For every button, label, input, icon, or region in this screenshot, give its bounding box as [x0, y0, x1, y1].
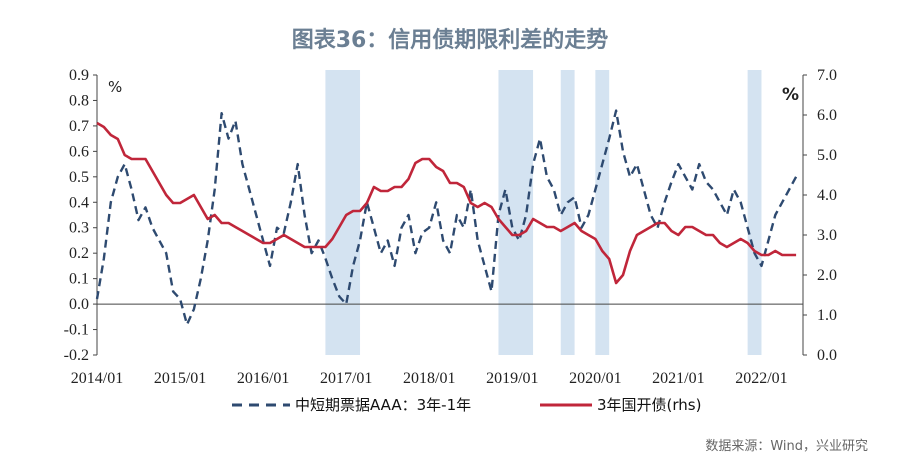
right-tick-label-0: 7.0	[817, 67, 837, 84]
x-tick-label-5: 2019/01	[486, 370, 538, 387]
x-tick-label-8: 2022/01	[735, 370, 787, 387]
left-tick-label-9: 0.0	[69, 296, 89, 313]
right-tick-label-2: 5.0	[817, 147, 837, 164]
left-tick-label-11: -0.2	[64, 347, 89, 364]
left-tick-label-3: 0.6	[69, 143, 89, 160]
left-tick-label-10: -0.1	[64, 322, 89, 339]
x-tick-label-2: 2016/01	[237, 370, 289, 387]
source-note: 数据来源：Wind，兴业研究	[705, 439, 868, 454]
shaded-period-0	[325, 70, 361, 355]
series-line-1	[96, 121, 797, 285]
left-tick-label-1: 0.8	[69, 92, 89, 109]
x-tick-label-0: 2014/01	[71, 370, 123, 387]
right-tick-label-4: 3.0	[817, 227, 837, 244]
legend-label-cdb: 3年国开债(rhs)	[597, 396, 701, 414]
left-tick-label-8: 0.1	[69, 271, 89, 288]
shaded-period-4	[747, 70, 762, 355]
left-tick-label-6: 0.3	[69, 220, 89, 237]
left-tick-label-4: 0.5	[69, 169, 89, 186]
shaded-period-2	[560, 70, 575, 355]
x-tick-label-4: 2018/01	[403, 370, 455, 387]
shaded-periods	[325, 70, 762, 355]
shaded-period-1	[498, 70, 534, 355]
right-tick-label-3: 4.0	[817, 187, 837, 204]
axes	[96, 75, 804, 355]
left-tick-label-5: 0.4	[69, 194, 89, 211]
series-line-0	[95, 109, 798, 326]
right-tick-label-5: 2.0	[817, 267, 837, 284]
right-axis-unit: %	[782, 85, 799, 105]
legend: 中短期票据AAA：3年-1年 3年国开债(rhs)	[232, 396, 701, 414]
x-tick-label-3: 2017/01	[320, 370, 372, 387]
shaded-period-3	[595, 70, 610, 355]
x-tick-label-7: 2021/01	[652, 370, 704, 387]
right-tick-label-6: 1.0	[817, 307, 837, 324]
series-lines	[95, 109, 798, 326]
legend-label-spread: 中短期票据AAA：3年-1年	[295, 396, 471, 414]
left-axis-ticks: 0.9 0.8 0.7 0.6 0.5 0.4 0.3 0.2 0.1 0.0 -0.1 -0.2	[64, 67, 97, 364]
left-tick-label-0: 0.9	[69, 67, 89, 84]
right-axis-ticks: 7.0 6.0 5.0 4.0 3.0 2.0 1.0 0.0	[803, 67, 837, 364]
right-tick-label-7: 0.0	[817, 347, 837, 364]
left-axis-unit: %	[108, 78, 122, 96]
chart-title: 图表36：信用债期限利差的走势	[291, 28, 609, 53]
left-tick-label-2: 0.7	[69, 118, 89, 135]
x-tick-label-6: 2020/01	[569, 370, 621, 387]
left-tick-label-7: 0.2	[69, 245, 89, 262]
x-tick-label-1: 2015/01	[154, 370, 206, 387]
right-tick-label-1: 6.0	[817, 107, 837, 124]
x-axis-ticks: 2014/01 2015/01 2016/01 2017/01 2018/01 2019/…	[71, 370, 788, 387]
